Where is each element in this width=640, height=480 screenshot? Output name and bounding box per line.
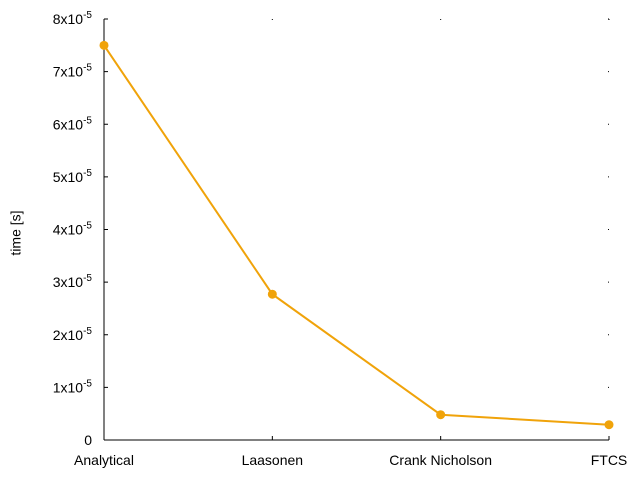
y-tick-label-4: 4x10-5 [53, 221, 93, 238]
series-line-0 [103, 44, 610, 426]
y-tick-label-8: 8x10-5 [53, 10, 93, 27]
x-tick-label-0: Analytical [74, 452, 134, 468]
data-point-0-0 [99, 40, 109, 50]
x-tick-label-3: FTCS [591, 452, 628, 468]
y-tick-label-7: 7x10-5 [53, 63, 93, 80]
y-tick-label-5: 5x10-5 [53, 168, 93, 185]
y-axis-label: time [s] [8, 210, 24, 255]
data-point-0-1 [267, 289, 277, 299]
series-layer [99, 40, 614, 430]
y-tick-label-0: 0 [84, 432, 92, 448]
y-tick-label-3: 3x10-5 [53, 273, 93, 290]
y-tick-label-1: 1x10-5 [53, 378, 93, 395]
data-point-0-2 [436, 410, 446, 420]
x-tick-label-2: Crank Nicholson [389, 452, 492, 468]
data-point-0-3 [604, 420, 614, 430]
x-tick-label-1: Laasonen [242, 452, 304, 468]
y-ticks: 0 1x10-5 2x10-5 3x10-5 4x10-5 5x10-5 6x10-5 7x1… [53, 10, 609, 448]
axes [103, 19, 609, 441]
x-ticks: Analytical Laasonen Crank Nicholson FTCS [74, 19, 627, 468]
y-tick-label-6: 6x10-5 [53, 115, 93, 132]
y-tick-label-2: 2x10-5 [53, 326, 93, 343]
